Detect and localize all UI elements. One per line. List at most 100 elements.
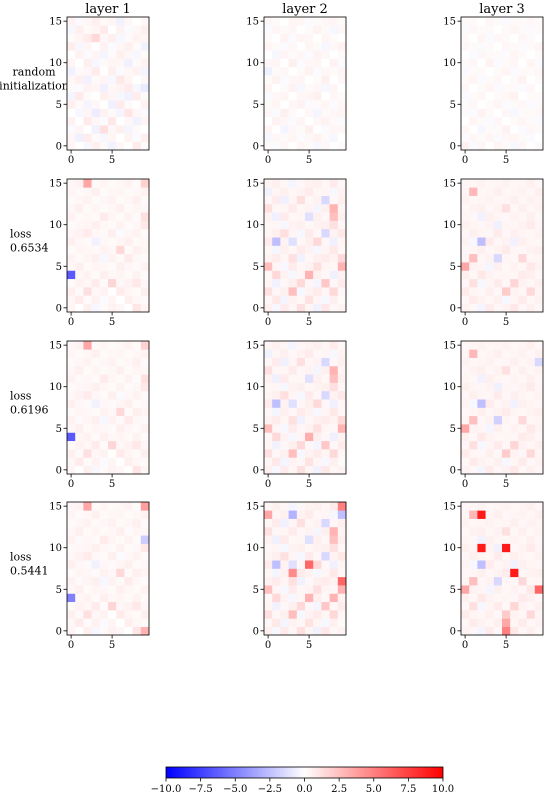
heatmap-cell xyxy=(510,91,519,101)
heatmap-cell xyxy=(461,91,470,101)
heatmap-cell xyxy=(469,91,478,101)
heatmap-cell xyxy=(280,66,289,76)
heatmap-cell xyxy=(75,568,84,578)
heatmap-cell xyxy=(296,41,306,51)
heatmap-cell xyxy=(67,610,76,619)
heatmap-cell xyxy=(305,593,314,603)
heatmap-cell xyxy=(461,237,470,246)
heatmap-cell xyxy=(534,91,544,101)
heatmap-cell xyxy=(469,618,478,627)
heatmap-cell xyxy=(67,449,76,458)
heatmap-cell xyxy=(91,407,101,417)
heatmap-cell xyxy=(280,17,289,26)
heatmap-cell xyxy=(526,212,536,221)
heatmap-cell xyxy=(108,228,117,238)
heatmap-cell xyxy=(321,341,330,350)
heatmap-cell xyxy=(518,568,527,578)
heatmap-cell xyxy=(469,407,478,417)
heatmap-cell xyxy=(83,203,92,213)
heatmap-cell xyxy=(116,195,125,205)
heatmap-cell xyxy=(534,382,544,392)
y-tick-label: 0 xyxy=(450,141,456,152)
heatmap-cell xyxy=(108,278,117,288)
heatmap-cell xyxy=(67,75,76,84)
heatmap-cell xyxy=(510,75,519,84)
heatmap-cell xyxy=(132,390,142,400)
heatmap-cell xyxy=(75,75,84,84)
heatmap-cell xyxy=(140,551,150,561)
heatmap-cell xyxy=(526,116,536,126)
heatmap-cell xyxy=(140,568,150,578)
heatmap-cell xyxy=(305,237,314,246)
heatmap-cell xyxy=(526,349,536,358)
heatmap-cell xyxy=(67,270,76,280)
heatmap-cell xyxy=(264,203,273,213)
heatmap-cell xyxy=(321,295,330,304)
heatmap-cell xyxy=(313,585,322,594)
heatmap-cell xyxy=(91,424,101,433)
heatmap-cell xyxy=(518,133,527,142)
heatmap-cell xyxy=(296,424,306,433)
heatmap-cell xyxy=(83,75,92,84)
y-tick-label: 15 xyxy=(246,17,259,28)
heatmap-cell xyxy=(124,432,133,442)
heatmap-cell xyxy=(272,432,281,442)
heatmap-cell xyxy=(99,91,109,101)
heatmap-cell xyxy=(305,341,314,350)
heatmap-cell xyxy=(313,17,322,26)
heatmap-cell xyxy=(116,91,125,101)
heatmap-cell xyxy=(461,551,470,561)
heatmap-cell xyxy=(305,568,314,578)
heatmap-cell xyxy=(280,91,289,101)
heatmap-cell xyxy=(510,510,519,519)
heatmap-cell xyxy=(264,125,273,134)
heatmap-cell xyxy=(313,543,322,553)
heatmap-cell xyxy=(469,576,478,586)
heatmap-cell xyxy=(305,50,314,59)
heatmap-cell xyxy=(534,133,544,142)
heatmap-cell xyxy=(296,560,306,569)
heatmap-cell xyxy=(67,526,76,536)
heatmap-cell xyxy=(534,560,544,569)
x-tick-label: 5 xyxy=(306,640,312,651)
heatmap-cell xyxy=(493,253,503,263)
heatmap-cell xyxy=(264,245,273,255)
heatmap-cell xyxy=(116,374,125,383)
heatmap-cell xyxy=(469,278,478,288)
heatmap-cell xyxy=(510,440,519,450)
heatmap-cell xyxy=(313,108,322,118)
heatmap-cell xyxy=(321,179,330,188)
colorbar-tick-label: 10.0 xyxy=(432,784,454,795)
heatmap-cell xyxy=(485,58,495,68)
heatmap-cell xyxy=(469,25,478,34)
y-tick-label: 15 xyxy=(246,341,259,352)
heatmap-cell xyxy=(116,382,125,392)
heatmap-cell xyxy=(280,365,289,375)
heatmap-cell xyxy=(461,502,470,511)
heatmap-cell xyxy=(288,407,298,417)
heatmap-cell xyxy=(485,432,495,442)
heatmap-cell xyxy=(116,33,125,43)
heatmap-cell xyxy=(99,295,109,304)
heatmap-cell xyxy=(469,349,478,358)
heatmap-cell xyxy=(288,41,298,51)
heatmap-cell xyxy=(280,551,289,561)
heatmap-cell xyxy=(305,203,314,213)
heatmap-cell xyxy=(272,535,281,544)
heatmap-cell xyxy=(272,179,281,188)
heatmap-cell xyxy=(296,212,306,221)
heatmap-cell xyxy=(75,220,84,230)
heatmap-cell xyxy=(116,17,125,26)
heatmap-cell xyxy=(124,212,133,221)
heatmap-cell xyxy=(493,108,503,118)
heatmap-cell xyxy=(296,382,306,392)
panel-frame xyxy=(66,501,150,636)
heatmap-cell xyxy=(140,17,150,26)
heatmap-cell xyxy=(288,341,298,350)
heatmap-cell xyxy=(264,610,273,619)
heatmap-cell xyxy=(99,195,109,205)
heatmap-cell xyxy=(75,195,84,205)
heatmap-cell xyxy=(502,100,511,109)
